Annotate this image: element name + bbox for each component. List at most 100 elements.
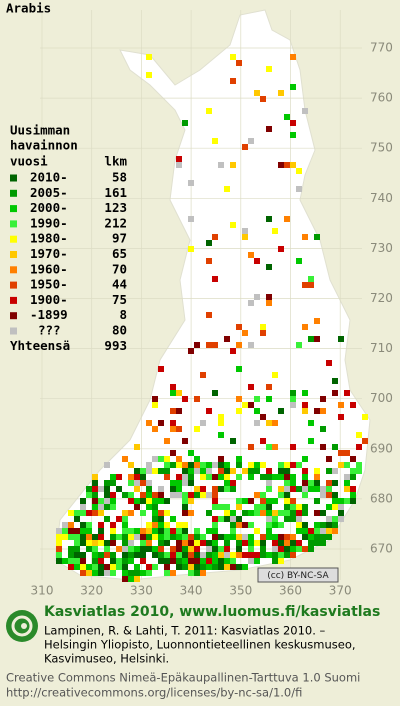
record-square [170, 528, 176, 534]
record-square [200, 468, 206, 474]
record-square [308, 546, 314, 552]
record-square [194, 546, 200, 552]
record-square [236, 504, 242, 510]
y-label: 710 [370, 341, 393, 355]
record-square [248, 444, 254, 450]
record-square [170, 384, 176, 390]
record-square [140, 546, 146, 552]
record-square [242, 540, 248, 546]
record-square [164, 540, 170, 546]
record-square [212, 504, 218, 510]
record-square [212, 474, 218, 480]
record-square [278, 246, 284, 252]
record-square [188, 498, 194, 504]
record-square [338, 504, 344, 510]
record-square [248, 558, 254, 564]
record-square [128, 546, 134, 552]
record-square [158, 522, 164, 528]
record-square [68, 510, 74, 516]
record-square [344, 390, 350, 396]
record-square [266, 486, 272, 492]
record-square [56, 528, 62, 534]
record-square [140, 558, 146, 564]
record-square [308, 420, 314, 426]
record-square [158, 546, 164, 552]
record-square [248, 300, 254, 306]
record-square [338, 336, 344, 342]
record-square [230, 528, 236, 534]
record-square [242, 144, 248, 150]
record-square [254, 492, 260, 498]
record-square [116, 546, 122, 552]
record-square [158, 516, 164, 522]
record-square [218, 420, 224, 426]
record-square [224, 468, 230, 474]
record-square [266, 66, 272, 72]
record-square [140, 528, 146, 534]
record-square [266, 384, 272, 390]
record-square [212, 486, 218, 492]
record-square [242, 402, 248, 408]
legend-swatch [10, 266, 17, 274]
record-square [272, 534, 278, 540]
record-square [176, 534, 182, 540]
record-square [242, 330, 248, 336]
record-square [332, 528, 338, 534]
record-square [188, 564, 194, 570]
record-square [290, 84, 296, 90]
record-square [224, 564, 230, 570]
record-square [158, 486, 164, 492]
license: Creative Commons Nimeä-Epäkaupallinen-Ta… [6, 671, 360, 685]
record-square [308, 438, 314, 444]
record-square [98, 540, 104, 546]
record-square [230, 564, 236, 570]
record-square [284, 474, 290, 480]
legend-subheading: vuosi [10, 154, 48, 169]
record-square [272, 546, 278, 552]
record-square [92, 492, 98, 498]
record-square [278, 486, 284, 492]
record-square [224, 462, 230, 468]
record-square [170, 546, 176, 552]
record-square [290, 390, 296, 396]
legend-label: 2010- [30, 170, 68, 185]
record-square [218, 414, 224, 420]
logo [6, 610, 38, 642]
record-square [182, 540, 188, 546]
record-square [278, 552, 284, 558]
record-square [296, 546, 302, 552]
record-square [182, 492, 188, 498]
x-label: 350 [229, 584, 252, 598]
record-square [188, 462, 194, 468]
record-square [314, 486, 320, 492]
record-square [266, 444, 272, 450]
record-square [296, 186, 302, 192]
legend-swatch [10, 220, 17, 228]
record-square [56, 534, 62, 540]
record-square [302, 390, 308, 396]
record-square [104, 516, 110, 522]
record-square [320, 396, 326, 402]
record-square [146, 498, 152, 504]
record-square [92, 558, 98, 564]
record-square [236, 366, 242, 372]
record-square [86, 528, 92, 534]
record-square [98, 486, 104, 492]
record-square [266, 510, 272, 516]
record-square [206, 510, 212, 516]
record-square [320, 492, 326, 498]
record-square [266, 294, 272, 300]
record-square [248, 402, 254, 408]
record-square [206, 474, 212, 480]
record-square [248, 138, 254, 144]
legend-swatch [10, 251, 17, 258]
record-square [296, 522, 302, 528]
record-square [236, 546, 242, 552]
record-square [110, 504, 116, 510]
record-square [56, 558, 62, 564]
record-square [272, 558, 278, 564]
record-square [152, 426, 158, 432]
record-square [326, 480, 332, 486]
